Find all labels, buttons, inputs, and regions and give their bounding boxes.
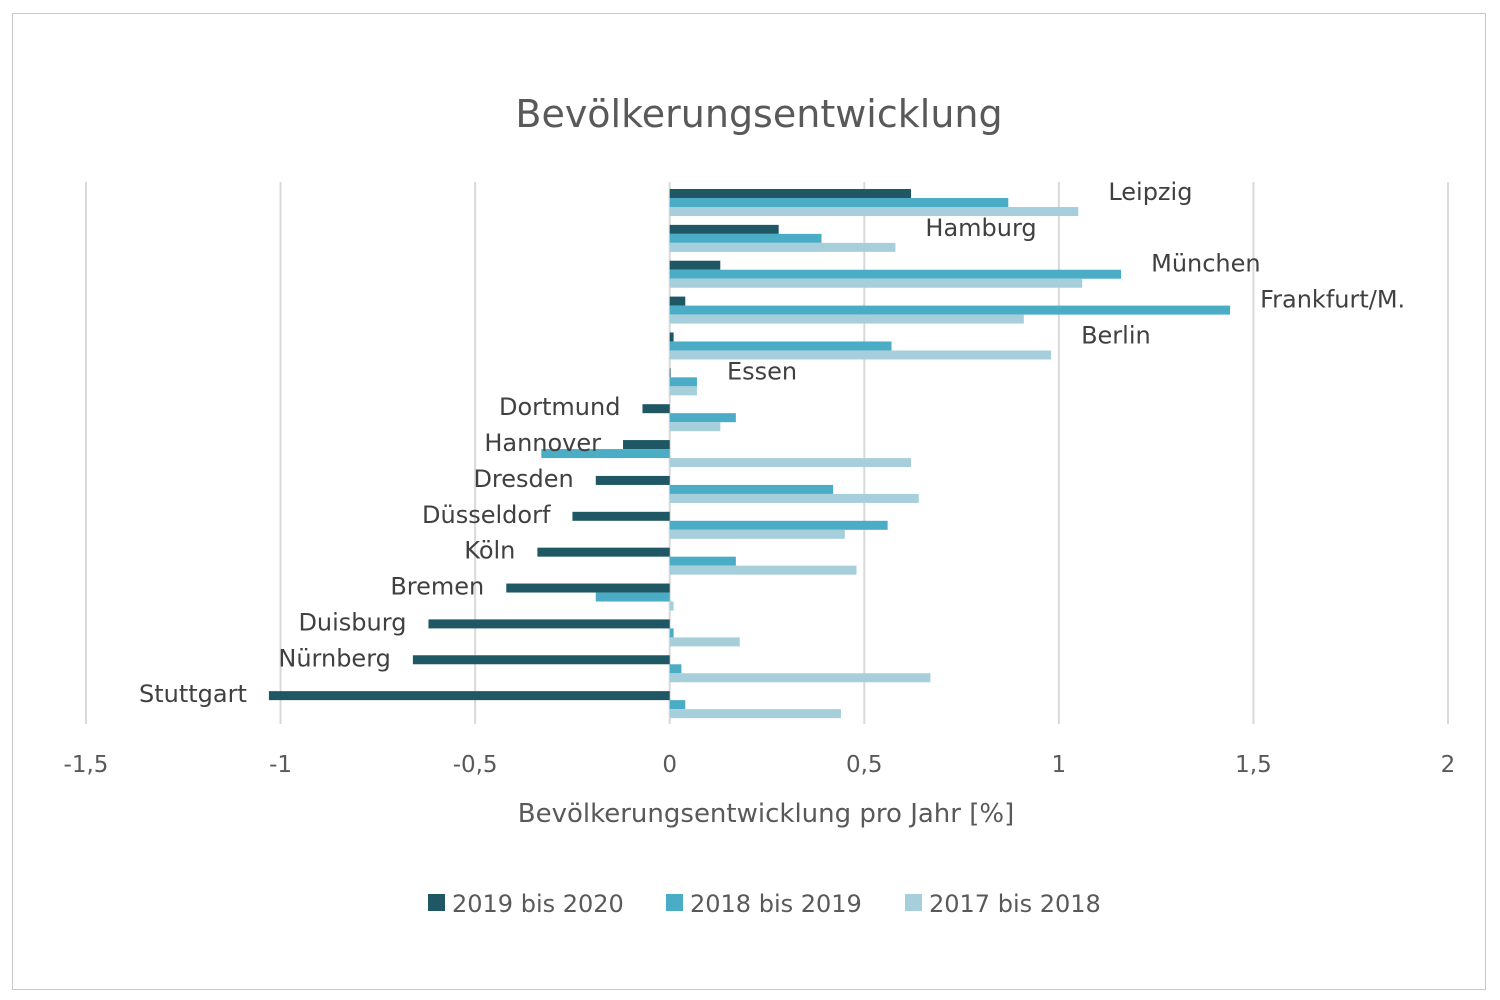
x-tick-label: 2: [1441, 752, 1456, 778]
bar: [669, 565, 857, 575]
bar: [428, 619, 670, 629]
bars: [268, 189, 1231, 719]
category-label: München: [1151, 250, 1261, 278]
category-label: Berlin: [1081, 321, 1151, 349]
bar: [669, 350, 1052, 360]
bar: [669, 493, 919, 503]
bar: [669, 224, 779, 234]
category-label: Nürnberg: [278, 644, 391, 672]
bar: [669, 458, 911, 468]
legend-label: 2017 bis 2018: [929, 890, 1101, 918]
legend: 2019 bis 2020 2018 bis 2019 2017 bis 2018: [428, 890, 1101, 918]
category-label: Köln: [464, 537, 515, 565]
bar: [669, 242, 896, 252]
bar: [595, 475, 670, 485]
bar: [537, 547, 670, 557]
bar: [669, 305, 1231, 315]
bar: [506, 583, 670, 593]
category-label: Essen: [727, 357, 797, 385]
bar: [669, 601, 674, 611]
bar: [669, 386, 697, 396]
bar: [669, 637, 740, 647]
bar: [669, 556, 736, 566]
x-tick-label: -1: [269, 752, 292, 778]
category-label: Leipzig: [1108, 178, 1192, 206]
bar: [669, 377, 697, 387]
bar: [669, 269, 1122, 279]
bar: [669, 260, 721, 270]
bar: [669, 628, 674, 638]
bar: [669, 189, 911, 198]
bar: [669, 700, 686, 710]
bar: [595, 592, 670, 602]
x-tick-label: -0,5: [453, 752, 498, 778]
bar: [669, 233, 822, 243]
category-label: Duisburg: [298, 608, 406, 636]
bar: [268, 691, 670, 701]
legend-swatch: [905, 894, 922, 911]
x-axis-label: Bevölkerungsentwicklung pro Jahr [%]: [518, 799, 1014, 829]
bar: [669, 709, 841, 719]
bar: [669, 422, 721, 432]
category-label: Hamburg: [925, 214, 1036, 242]
legend-swatch: [666, 894, 683, 911]
bar: [623, 440, 670, 450]
x-tick-label: 1: [1052, 752, 1067, 778]
category-label: Dortmund: [499, 393, 620, 421]
x-tick-label: 0,5: [846, 752, 883, 778]
category-label: Bremen: [390, 573, 484, 601]
bar: [572, 511, 670, 521]
bar: [669, 413, 736, 423]
category-label: Hannover: [484, 429, 601, 457]
bar: [669, 296, 686, 306]
category-label: Düsseldorf: [422, 501, 551, 529]
category-label: Dresden: [473, 465, 573, 493]
bar: [669, 664, 682, 674]
category-label: Frankfurt/M.: [1260, 286, 1405, 314]
x-tick-label: 1,5: [1235, 752, 1272, 778]
bar: [541, 449, 670, 459]
category-label: Stuttgart: [139, 680, 247, 708]
bar: [669, 332, 674, 342]
bar: [669, 484, 834, 494]
bar: [669, 520, 888, 530]
chart-title: Bevölkerungsentwicklung: [515, 92, 1002, 136]
bar: [669, 207, 1079, 216]
x-tick-labels: -1,5 -1 -0,5 0 0,5 1 1,5 2: [64, 752, 1456, 778]
bar: [669, 198, 1009, 207]
legend-swatch: [428, 894, 445, 911]
bar: [669, 368, 671, 378]
bar: [669, 341, 892, 351]
x-tick-label: -1,5: [64, 752, 109, 778]
legend-label: 2018 bis 2019: [690, 890, 862, 918]
bar: [669, 278, 1083, 288]
bar: [642, 404, 670, 414]
bar: [669, 673, 931, 683]
category-labels: Leipzig Hamburg München Frankfurt/M. Berlin E…: [139, 178, 1405, 708]
legend-label: 2019 bis 2020: [452, 890, 624, 918]
x-tick-label: 0: [662, 752, 677, 778]
bar: [412, 655, 670, 665]
bar: [669, 529, 845, 539]
bar: [669, 314, 1024, 324]
